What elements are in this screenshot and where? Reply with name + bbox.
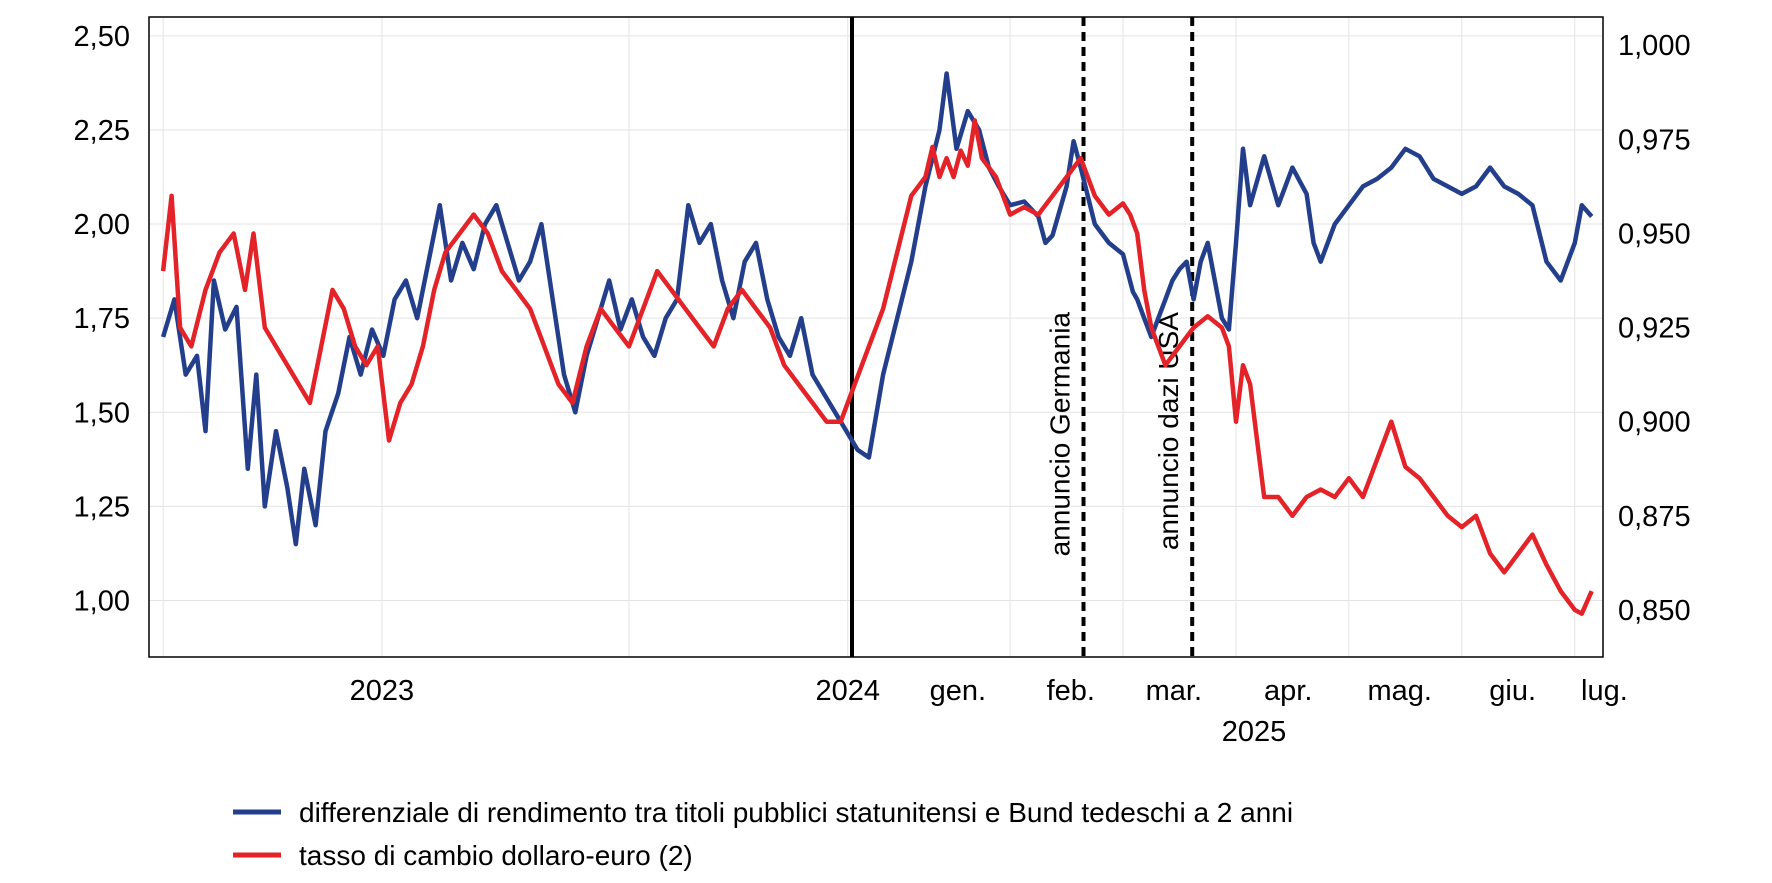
series-line-left: [160, 71, 1594, 547]
y-left-tick-label: 1,50: [74, 397, 130, 429]
legend-label-exchange-rate: tasso di cambio dollaro-euro (2): [299, 840, 693, 871]
y-right-tick-label: 0,875: [1618, 501, 1691, 533]
legend-label-spread: differenziale di rendimento tra titoli p…: [299, 797, 1293, 828]
y-left-tick-label: 1,75: [74, 303, 130, 335]
legend: differenziale di rendimento tra titoli p…: [233, 797, 1293, 871]
y-right-tick-label: 0,850: [1618, 595, 1691, 627]
x-tick-label: giu.: [1489, 675, 1536, 707]
plot-frame: [148, 16, 1604, 658]
x-tick-label: mag.: [1367, 675, 1431, 707]
series-line-right: [160, 118, 1594, 616]
y-left-tick-label: 2,00: [74, 209, 130, 241]
x-tick-label: gen.: [930, 675, 986, 707]
x-tick-label: 2023: [350, 675, 415, 707]
y-left-tick-label: 2,50: [74, 21, 130, 53]
annotation-lines: annuncio Germania annuncio dazi USA: [850, 17, 1195, 657]
gridlines: [149, 17, 1603, 657]
x-tick-label: feb.: [1047, 675, 1095, 707]
x-tick-label: 2024: [816, 675, 881, 707]
x-tick-label: apr.: [1264, 675, 1312, 707]
x-year-label: 2025: [1222, 716, 1287, 748]
y-left-tick-label: 2,25: [74, 115, 130, 147]
y-right-tick-label: 1,000: [1618, 30, 1691, 62]
x-tick-label: lug.: [1581, 675, 1628, 707]
y-right-tick-label: 0,925: [1618, 313, 1691, 345]
y-left-tick-label: 1,00: [74, 586, 130, 618]
annotation-label: annuncio Germania: [1045, 312, 1076, 557]
y-right-tick-label: 0,975: [1618, 124, 1691, 156]
y-right-tick-label: 0,950: [1618, 218, 1691, 250]
y-right-tick-label: 0,900: [1618, 407, 1691, 439]
series-lines: [160, 71, 1594, 616]
axis-tick-labels: 1,00 1,25 1,50 1,75 2,00 2,25 2,50 0,850 0,875 0,…: [74, 21, 1691, 707]
x-tick-label: mar.: [1146, 675, 1202, 707]
y-left-tick-label: 1,25: [74, 491, 130, 523]
